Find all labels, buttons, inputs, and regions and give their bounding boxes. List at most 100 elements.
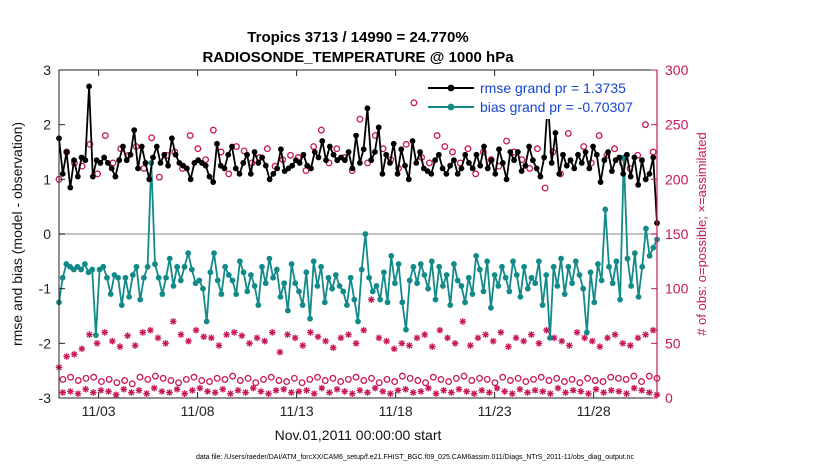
possible-obs-marker bbox=[441, 143, 449, 150]
assimilated-obs-marker bbox=[196, 384, 204, 392]
rmse-point bbox=[345, 149, 352, 155]
assimilated-obs-marker bbox=[116, 343, 124, 350]
bias-point bbox=[214, 277, 221, 284]
possible-obs-marker bbox=[599, 378, 607, 386]
assimilated-obs-marker bbox=[93, 340, 101, 347]
possible-obs-marker bbox=[236, 377, 244, 384]
bias-point bbox=[248, 272, 254, 278]
bias-point bbox=[255, 302, 262, 308]
rmse-point bbox=[435, 151, 442, 158]
assimilated-obs-marker bbox=[150, 384, 158, 392]
bias-point bbox=[185, 250, 192, 257]
possible-obs-marker bbox=[152, 372, 159, 380]
assimilated-obs-marker bbox=[440, 387, 448, 394]
assimilated-obs-marker bbox=[154, 334, 162, 342]
assimilated-obs-marker bbox=[642, 331, 649, 338]
rmse-point bbox=[469, 165, 476, 172]
bias-point bbox=[643, 225, 649, 232]
assimilated-obs-marker bbox=[413, 334, 421, 342]
y2-tick-label: 100 bbox=[665, 281, 689, 297]
rmse-point bbox=[146, 176, 153, 183]
assimilated-obs-marker bbox=[607, 387, 615, 394]
assimilated-obs-marker bbox=[539, 388, 547, 395]
bias-point bbox=[484, 258, 491, 265]
possible-obs-marker bbox=[94, 170, 102, 178]
assimilated-obs-marker bbox=[230, 329, 238, 336]
assimilated-obs-marker bbox=[360, 326, 368, 334]
assimilated-obs-marker bbox=[630, 384, 638, 392]
assimilated-obs-marker bbox=[257, 388, 265, 395]
bias-point bbox=[188, 266, 195, 273]
assimilated-obs-marker bbox=[162, 340, 169, 347]
rmse-point bbox=[379, 170, 386, 177]
bias-point bbox=[392, 280, 398, 287]
rmse-point bbox=[210, 179, 217, 185]
bias-point bbox=[155, 274, 162, 281]
rmse-point bbox=[484, 165, 491, 172]
assimilated-obs-marker bbox=[627, 342, 634, 349]
rmse-point bbox=[116, 157, 123, 164]
rmse-point bbox=[172, 151, 179, 158]
assimilated-obs-marker bbox=[364, 389, 371, 396]
assimilated-obs-marker bbox=[368, 296, 375, 303]
rmse-point bbox=[229, 143, 235, 150]
rmse-point bbox=[451, 157, 457, 164]
assimilated-obs-marker bbox=[387, 390, 394, 397]
assimilated-obs-marker bbox=[63, 353, 70, 360]
bias-point bbox=[609, 280, 616, 287]
possible-obs-marker bbox=[86, 140, 94, 148]
assimilated-obs-marker bbox=[200, 333, 208, 341]
assimilated-obs-marker bbox=[291, 334, 299, 342]
assimilated-obs-marker bbox=[135, 387, 143, 394]
possible-obs-marker bbox=[333, 145, 341, 153]
bias-point bbox=[487, 304, 494, 311]
assimilated-obs-marker bbox=[524, 389, 531, 396]
rmse-point bbox=[650, 154, 657, 161]
assimilated-obs-marker bbox=[345, 331, 352, 338]
assimilated-obs-marker bbox=[89, 389, 97, 396]
assimilated-obs-marker bbox=[497, 329, 505, 336]
possible-obs-marker bbox=[375, 379, 383, 387]
rmse-point bbox=[575, 151, 581, 158]
assimilated-obs-marker bbox=[352, 340, 360, 347]
possible-obs-marker bbox=[136, 373, 144, 381]
rmse-point bbox=[473, 151, 480, 158]
bias-point bbox=[126, 293, 133, 300]
possible-obs-marker bbox=[290, 374, 298, 382]
rmse-point bbox=[157, 160, 164, 166]
bias-point bbox=[321, 299, 328, 306]
possible-obs-marker bbox=[514, 374, 522, 382]
assimilated-obs-marker bbox=[573, 329, 581, 336]
possible-obs-marker bbox=[213, 374, 221, 382]
possible-obs-marker bbox=[641, 121, 649, 129]
bias-point bbox=[406, 277, 413, 284]
assimilated-obs-marker bbox=[295, 388, 303, 395]
rmse-point bbox=[247, 170, 254, 177]
rmse-point bbox=[274, 165, 281, 172]
bias-point bbox=[266, 255, 273, 262]
rmse-point bbox=[165, 162, 171, 169]
bias-point bbox=[428, 258, 435, 265]
assimilated-obs-marker bbox=[432, 390, 440, 397]
rmse-point bbox=[323, 157, 329, 164]
rmse-point bbox=[620, 170, 627, 177]
bias-point bbox=[550, 263, 557, 270]
bias-point bbox=[554, 283, 561, 289]
assimilated-obs-marker bbox=[459, 318, 467, 325]
bias-point bbox=[569, 280, 575, 287]
bias-point bbox=[606, 263, 612, 270]
bias-point bbox=[251, 283, 258, 289]
possible-obs-marker bbox=[506, 377, 514, 384]
bias-point bbox=[314, 283, 321, 289]
legend-bias-label: bias grand pr = -0.70307 bbox=[480, 99, 633, 115]
assimilated-obs-marker bbox=[124, 332, 131, 339]
rmse-point bbox=[387, 160, 393, 166]
assimilated-obs-marker bbox=[566, 342, 573, 349]
bias-point bbox=[118, 302, 125, 308]
rmse-point bbox=[262, 162, 269, 169]
assimilated-obs-marker bbox=[234, 387, 242, 394]
rmse-point bbox=[131, 127, 138, 134]
bias-point bbox=[115, 274, 121, 281]
x-tick-label: 11/08 bbox=[181, 403, 215, 419]
possible-obs-marker bbox=[263, 145, 271, 153]
